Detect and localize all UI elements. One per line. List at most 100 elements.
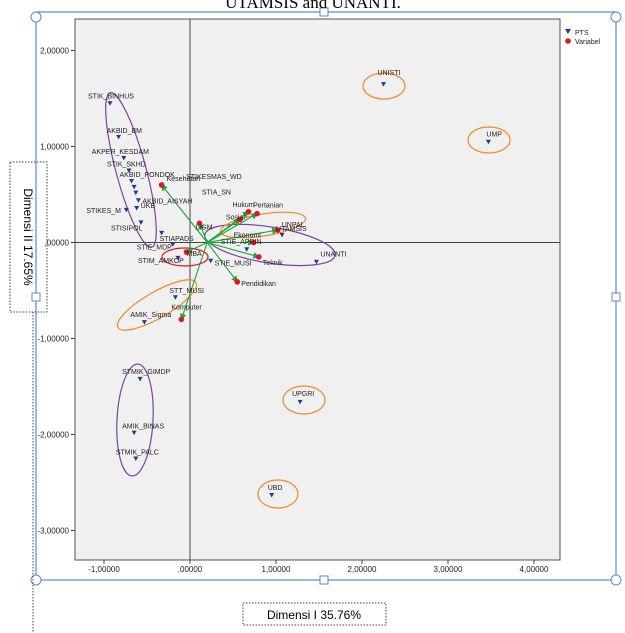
pts-label: STIAPADS <box>160 236 194 243</box>
x-axis-title: Dimensi I 35.76% <box>267 608 361 622</box>
pts-label: AKBID_AISYAH <box>142 198 192 205</box>
pts-label: STIE_MDP <box>137 244 172 251</box>
variabel-point <box>183 249 190 255</box>
loading-arrow <box>206 213 259 243</box>
loading-arrow <box>206 218 241 243</box>
pts-point <box>123 207 129 213</box>
y-tick-label: -2,00000 <box>37 431 69 440</box>
pts-point <box>116 134 122 140</box>
loading-arrow <box>207 241 260 259</box>
variabel-point <box>250 239 257 246</box>
pts-label: AKPER_KESDAM <box>92 149 149 156</box>
cluster-ellipse <box>362 72 406 100</box>
x-tick-label: 4,00000 <box>520 565 549 574</box>
legend-label: Variabel <box>575 39 601 46</box>
resize-handle <box>610 11 622 23</box>
pts-point <box>121 156 127 161</box>
cluster-ellipse <box>257 479 299 509</box>
pts-point <box>485 139 491 145</box>
variabel-label: Pertanian <box>253 203 283 210</box>
loading-arrow <box>207 227 279 244</box>
resize-handle <box>610 574 622 586</box>
cluster-ellipse <box>204 223 336 267</box>
cluster-ellipse <box>161 247 209 267</box>
pts-label: UMP <box>486 132 502 139</box>
pts-point <box>279 232 285 238</box>
y-tick-label: ,00000 <box>45 239 70 248</box>
legend-label: PTS <box>575 30 589 37</box>
pts-label: UKB <box>141 203 156 210</box>
pts-label: UNANTI <box>320 252 346 259</box>
loading-arrow <box>206 242 238 283</box>
variabel-label: Teknik <box>263 260 283 267</box>
cluster-ellipse <box>116 279 198 331</box>
pts-label: STIM_AMKOP <box>138 258 184 265</box>
variabel-point <box>254 210 260 217</box>
variabel-label: Pendidikan <box>241 281 276 288</box>
legend-marker-variabel <box>565 38 571 44</box>
pts-label: STIK_SKHD <box>107 162 146 169</box>
variabel-point <box>178 316 185 323</box>
pts-label: STIK_BINHUS <box>88 93 134 100</box>
pts-point <box>381 82 386 87</box>
pts-label: STIKES_M <box>86 208 121 215</box>
pts-point <box>297 399 303 405</box>
pts-label: UBD <box>268 485 283 492</box>
resize-handle <box>319 7 329 17</box>
pts-label: UNISTI <box>378 70 401 77</box>
y-axis-title: Dimensi II 17.65% <box>21 188 35 286</box>
variabel-point <box>245 208 252 215</box>
variabel-point <box>255 254 262 260</box>
pts-point <box>131 184 137 190</box>
variabel-label: UNPAL <box>282 222 305 229</box>
pts-label: STIKESMAS_WD <box>186 174 242 181</box>
x-tick-label: 1,00000 <box>262 565 291 574</box>
pts-label: STISIPOL <box>111 225 143 232</box>
y-tick-label: -1,00000 <box>37 335 69 344</box>
pts-point <box>126 168 132 173</box>
pts-point <box>133 456 139 461</box>
cluster-ellipse <box>105 92 157 248</box>
variabel-point <box>196 220 203 227</box>
resize-handle <box>31 292 41 302</box>
variabel-point <box>237 216 243 223</box>
pts-point <box>244 247 250 252</box>
x-tick-label: 2,00000 <box>348 565 377 574</box>
pts-label: STIE_APRIN <box>221 239 262 246</box>
plot-area <box>74 18 561 561</box>
pts-point <box>141 320 147 325</box>
legend-marker-pts <box>565 29 571 34</box>
cluster-ellipse <box>282 385 326 415</box>
cluster-ellipse <box>467 126 511 154</box>
pts-point <box>135 198 141 203</box>
x-tick-label: ,00000 <box>178 565 203 574</box>
pts-point <box>131 430 137 436</box>
x-axis-title-box <box>242 602 387 626</box>
variabel-point <box>158 182 165 188</box>
pts-point <box>138 220 144 225</box>
resize-handle <box>319 575 329 585</box>
loading-arrow <box>185 242 208 253</box>
pts-label: AMIK_BINAS <box>122 424 164 431</box>
variabel-point <box>234 279 241 285</box>
pts-point <box>208 258 214 264</box>
variabel-point <box>274 227 281 233</box>
variabel-label: Komputer <box>171 304 202 311</box>
x-tick-label: -1,00000 <box>88 565 120 574</box>
pts-point <box>175 255 181 261</box>
variabel-label: MBA <box>187 251 203 258</box>
cluster-ellipse <box>116 363 154 477</box>
resize-handle <box>30 11 42 23</box>
pts-point <box>313 259 319 265</box>
variabel-label: Ekonomi <box>234 233 262 240</box>
variabel-label: Sosial <box>226 214 246 221</box>
pts-label: STT_MUSI <box>169 288 204 295</box>
loading-arrow <box>160 184 208 243</box>
y-tick-label: 2,00000 <box>40 47 69 56</box>
pts-label: STMIK_GIMDP <box>122 369 171 376</box>
pts-label: UPGRI <box>292 391 314 398</box>
pts-label: UTAMSIS <box>276 226 307 233</box>
pts-point <box>107 101 113 106</box>
pts-point <box>170 242 176 247</box>
